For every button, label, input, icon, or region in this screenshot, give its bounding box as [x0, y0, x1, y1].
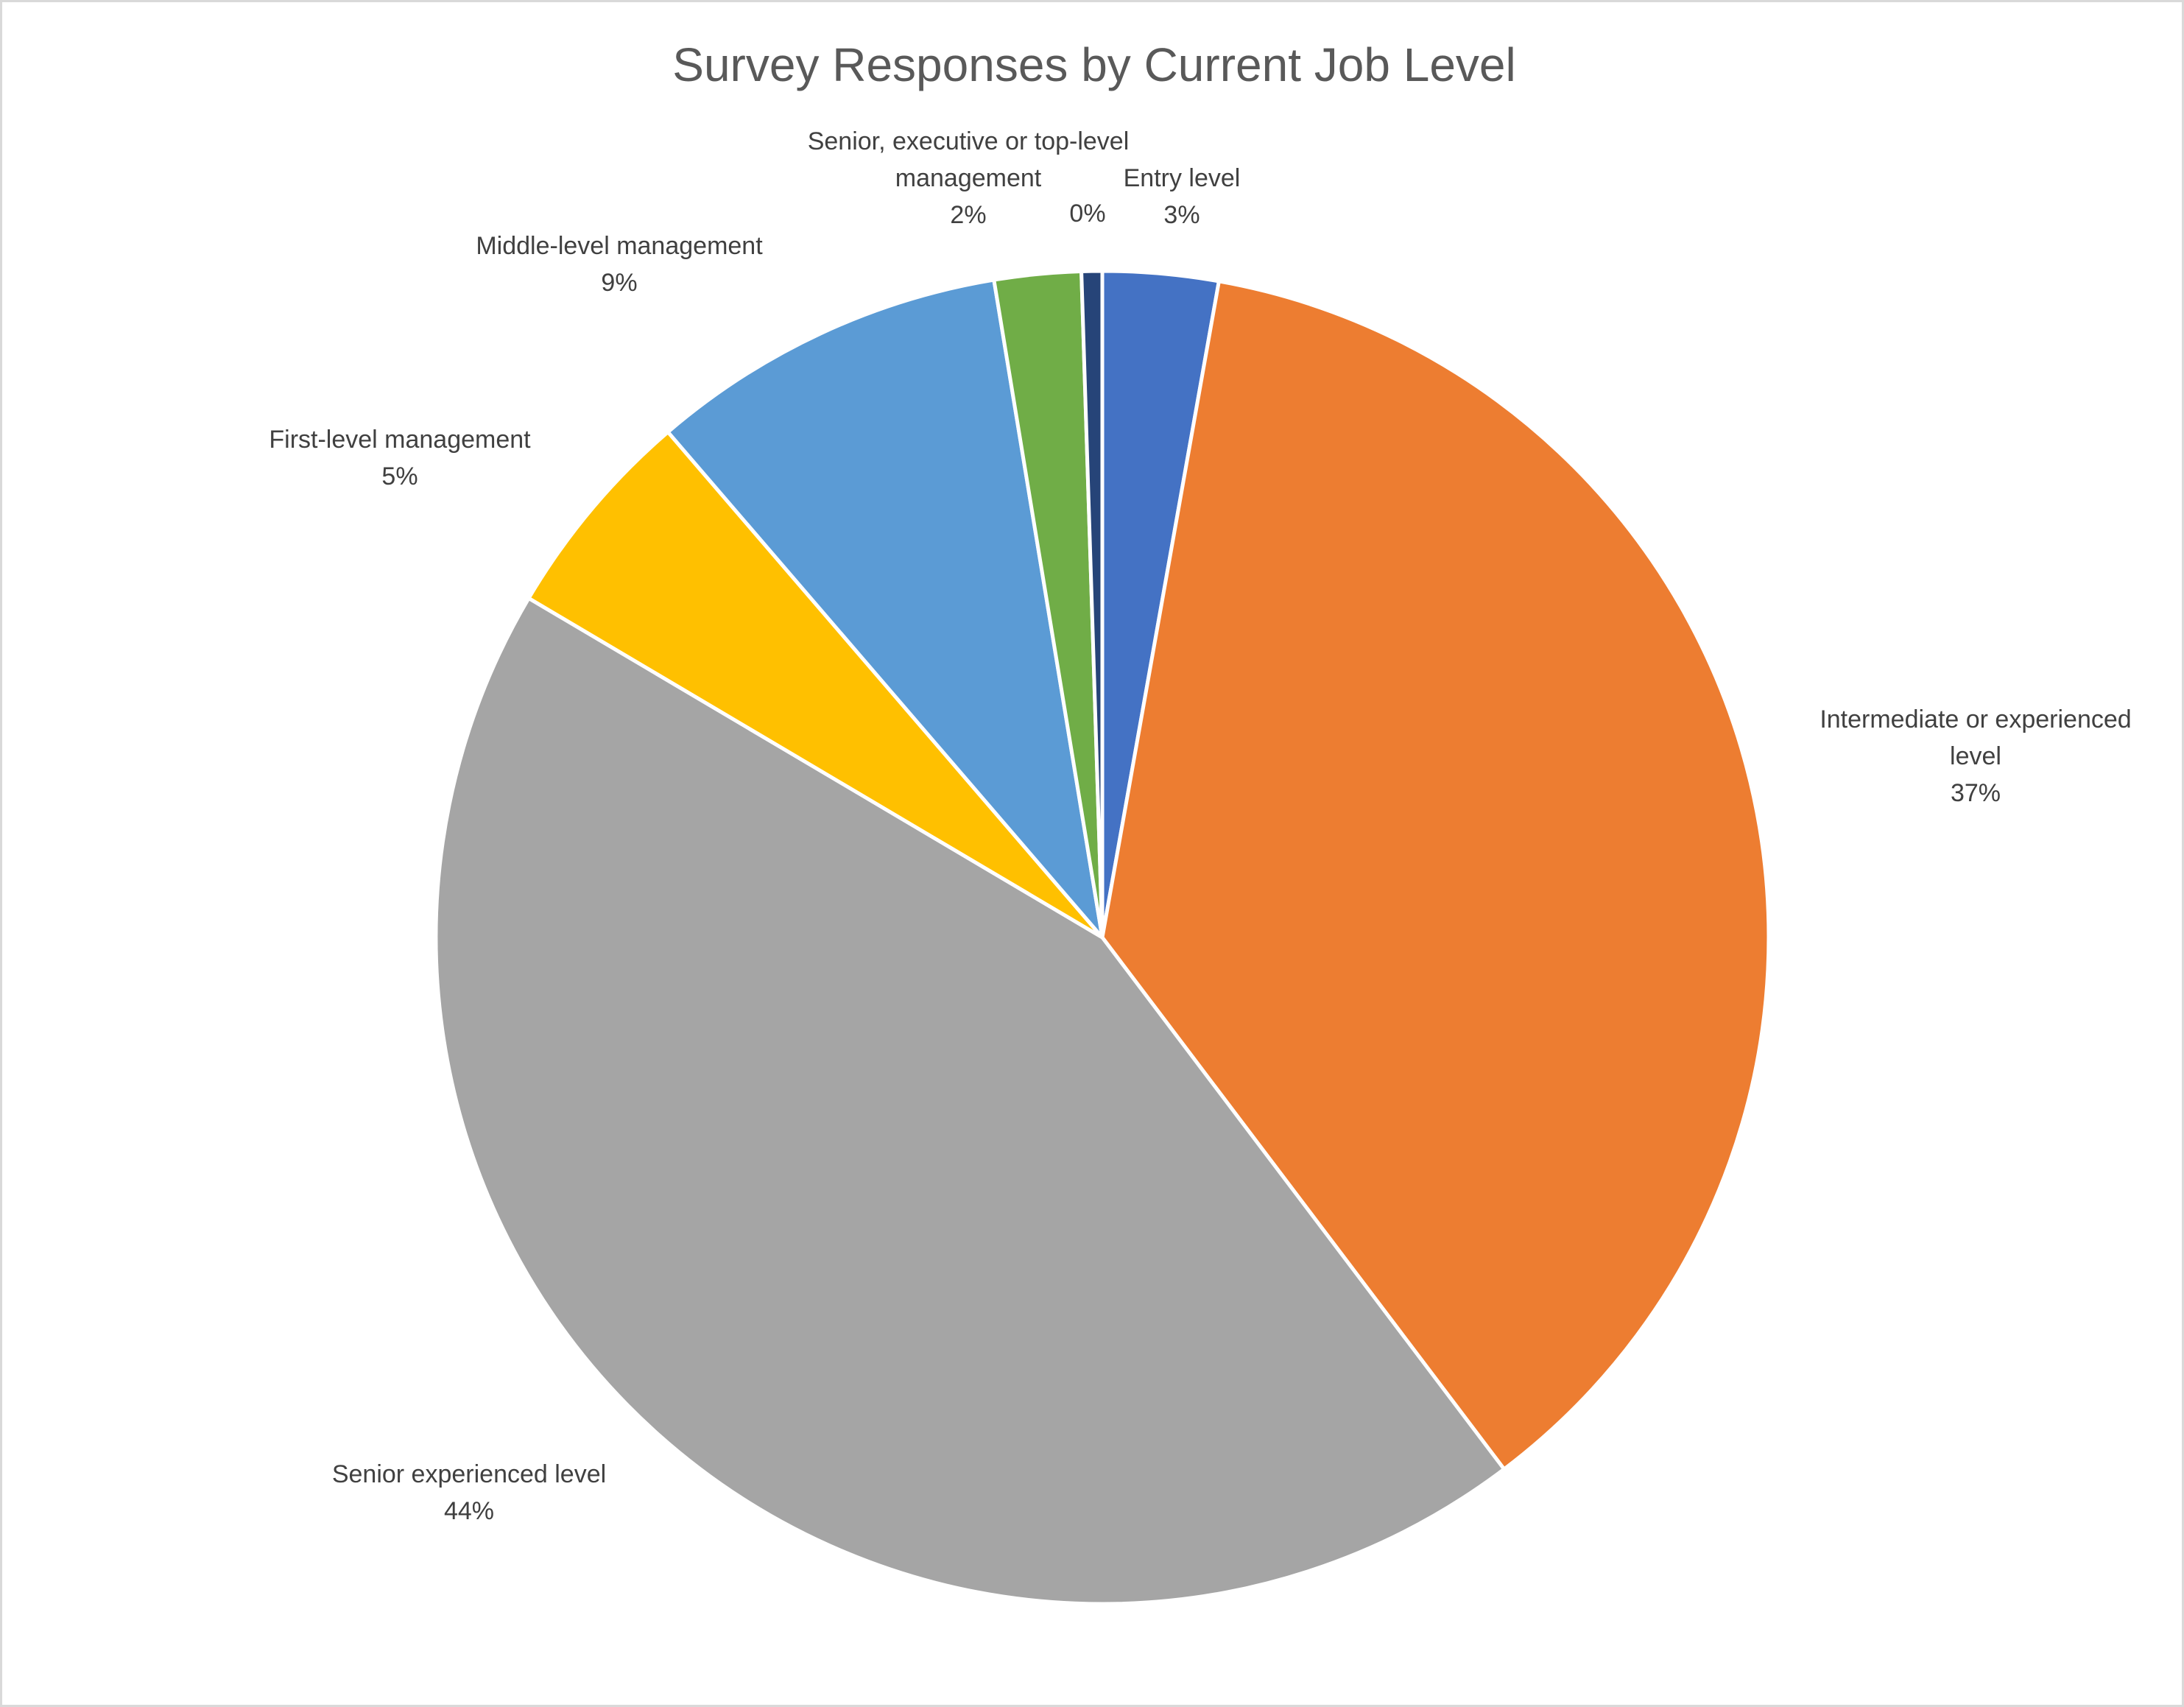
slice-category-label: First-level management [269, 426, 531, 454]
slice-percent-label: 0% [1069, 200, 1105, 228]
slice-percent-label: 5% [381, 462, 418, 490]
slice-percent-label: 44% [444, 1497, 494, 1525]
slice-label-0: Entry level 3% [1124, 164, 1241, 229]
slice-category-label: Senior experienced level [332, 1460, 606, 1488]
slice-category-label: Senior, executive or top-level [808, 127, 1130, 155]
pie-slice-4 [666, 278, 1105, 940]
chart-title: Survey Responses by Current Job Level [672, 38, 1516, 91]
slice-label-5: Senior, executive or top-level management… [808, 127, 1130, 229]
slice-percent-label: 9% [601, 269, 637, 297]
slice-percent-label: 2% [950, 201, 986, 229]
slice-percent-label: 3% [1163, 201, 1200, 229]
pie-slice-2 [434, 596, 1507, 1606]
slice-category-label: Middle-level management [476, 232, 763, 260]
pie-slice-3 [526, 430, 1105, 940]
slice-percent-label: 37% [1951, 779, 2001, 807]
slice-label-2: Senior experienced level 44% [332, 1460, 606, 1525]
slice-category-label: Entry level [1124, 164, 1241, 192]
slice-label-6: 0% [1069, 200, 1105, 228]
slice-label-4: Middle-level management 9% [476, 232, 763, 297]
slice-category-label: Intermediate or experienced [1820, 705, 2131, 733]
pie-slice-1 [1100, 279, 1771, 1471]
slice-category-label: level [1950, 742, 2001, 770]
pie-slice-6 [1079, 269, 1105, 940]
slice-label-1: Intermediate or experienced level 37% [1820, 705, 2131, 807]
slice-label-3: First-level management 5% [269, 426, 531, 490]
slice-category-label: management [895, 164, 1042, 192]
